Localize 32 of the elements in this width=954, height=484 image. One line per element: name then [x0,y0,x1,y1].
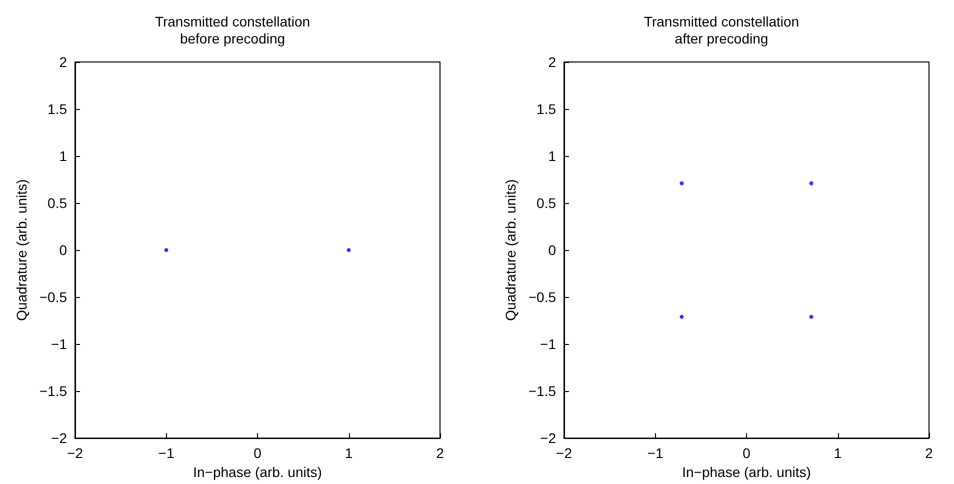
y-tick-label: 0.5 [48,195,68,212]
y-tick-label: 2 [59,54,68,70]
y-tick-label: −1.5 [528,383,556,400]
chart-title: Transmitted constellation before precoding [154,14,310,46]
x-tick-label: 2 [436,445,444,462]
y-tick-label: 0.5 [536,195,556,212]
y-tick-label: −1 [540,336,556,352]
y-tick-label: 1 [59,148,68,164]
y-tick-label: 0 [59,242,68,258]
chart-title: Transmitted constellation after precoding [644,14,800,46]
x-tick-label: −1 [647,445,664,462]
y-tick-label: 1.5 [48,101,68,118]
y-tick-label: 2 [548,54,556,70]
y-tick-label: −1 [51,336,68,352]
y-tick-label: −0.5 [39,289,68,306]
x-tick-label: −1 [158,445,174,462]
y-axis-title: Quadrature (arb. units) [502,179,518,321]
y-tick-label: −2 [540,430,556,446]
x-tick-label: 2 [925,445,934,462]
y-tick-label: −2 [51,430,68,446]
y-tick-label: 1.5 [536,101,556,118]
y-tick-label: 1 [548,148,556,164]
x-axis-title: In−phase (arb. units) [193,464,322,480]
x-tick-label: 0 [742,445,751,462]
y-tick-label: −0.5 [528,289,556,306]
x-tick-label: 0 [254,445,262,462]
y-tick-label: 0 [548,242,556,258]
x-tick-label: 1 [834,445,842,462]
y-tick-label: −1.5 [39,383,68,400]
x-tick-label: 1 [344,445,353,462]
x-axis-title: In−phase (arb. units) [682,464,811,480]
y-axis-title: Quadrature (arb. units) [13,179,30,321]
